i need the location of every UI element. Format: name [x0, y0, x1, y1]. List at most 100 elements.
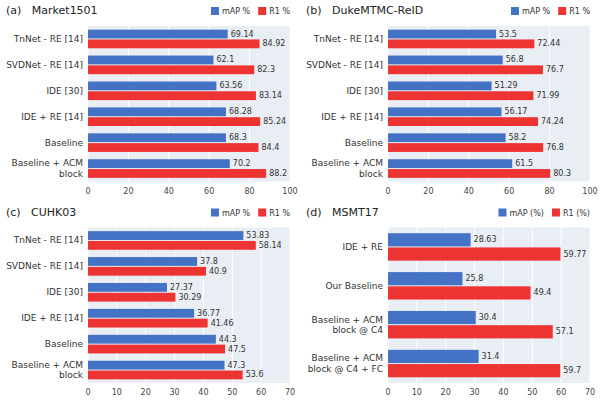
data-label: 44.3	[219, 335, 237, 344]
grid-line	[509, 26, 510, 182]
chart-root: (a) Market1501020406080100TnNet - RE [14…	[0, 0, 600, 403]
data-label: 51.29	[495, 81, 518, 90]
grid-line	[261, 228, 262, 384]
data-label: 49.4	[534, 288, 552, 297]
data-label: 58.14	[259, 241, 282, 250]
bar	[88, 267, 206, 276]
title: (d) MSMT17	[306, 206, 379, 219]
bar	[388, 325, 553, 338]
title: (b) DukeMTMC-ReID	[306, 4, 423, 17]
bar	[388, 169, 550, 178]
bar	[388, 233, 471, 246]
bar	[388, 91, 533, 100]
legend: mAP % R1 %	[211, 7, 290, 16]
data-label: 70.2	[233, 159, 251, 168]
grid-line	[174, 228, 175, 384]
legend-label: mAP (%)	[509, 209, 543, 218]
panel: (c) CUHK03010203040506070TnNet - RE [14]…	[6, 206, 295, 398]
data-label: 57.1	[556, 327, 574, 336]
category-label: IDE + RE [14]	[321, 112, 383, 122]
legend-item: R1 %	[258, 7, 290, 16]
legend-item: R1 %	[258, 209, 290, 218]
legend-item: mAP %	[511, 7, 551, 16]
bar	[388, 143, 543, 152]
data-label: 58.2	[509, 133, 527, 142]
legend-item: mAP %	[211, 7, 251, 16]
bar	[388, 159, 512, 168]
x-tick-label: 30	[169, 388, 179, 397]
bar	[88, 169, 266, 178]
bar	[388, 56, 503, 65]
grid-line	[209, 26, 210, 182]
data-label: 72.44	[537, 39, 560, 48]
grid-line	[128, 26, 129, 182]
category-label: IDE [30]	[346, 86, 383, 96]
bar	[388, 364, 560, 377]
data-label: 59.7	[563, 366, 581, 375]
bar	[388, 117, 538, 126]
category-label: IDE + RE [14]	[21, 112, 83, 122]
x-tick-label: 20	[141, 388, 151, 397]
category-label: SVDNet - RE [14]	[6, 60, 83, 70]
bar	[88, 345, 225, 354]
x-tick-label: 40	[464, 187, 474, 196]
category-label: Baseline + ACMblock	[312, 158, 384, 178]
x-tick-label: 0	[85, 388, 90, 397]
category-label: IDE + RE [14]	[21, 313, 83, 323]
bar	[388, 39, 534, 48]
grid-line	[428, 26, 429, 182]
data-label: 71.99	[536, 91, 559, 100]
bar	[88, 107, 226, 116]
bars	[88, 30, 266, 178]
bar	[88, 241, 256, 250]
legend-item: R1 %	[558, 7, 590, 16]
legend-swatch	[258, 209, 266, 217]
x-tick-label: 50	[527, 388, 537, 397]
x-tick-label: 0	[385, 187, 390, 196]
bar	[388, 30, 496, 39]
x-tick-label: 60	[556, 388, 566, 397]
data-label: 59.77	[563, 250, 586, 259]
bar	[88, 293, 175, 302]
data-label: 63.56	[219, 81, 242, 90]
data-label: 68.3	[229, 133, 247, 142]
x-tick-label: 40	[498, 388, 508, 397]
grid-line	[145, 228, 146, 384]
bar	[88, 231, 243, 240]
bar	[88, 65, 254, 74]
bar	[388, 286, 531, 299]
category-label: TnNet - RE [14]	[13, 235, 83, 245]
bar	[88, 143, 258, 152]
bar	[388, 81, 492, 90]
bar	[88, 91, 256, 100]
grid-line	[290, 228, 291, 384]
bar	[88, 319, 208, 328]
data-label: 88.2	[269, 169, 287, 178]
title: (c) CUHK03	[6, 206, 76, 219]
category-label: Baseline	[45, 339, 84, 349]
bar	[388, 107, 501, 116]
data-label: 80.3	[553, 169, 571, 178]
x-tick-label: 20	[423, 187, 433, 196]
data-label: 53.6	[246, 370, 264, 379]
x-tick-label: 80	[545, 187, 555, 196]
plot-background	[388, 26, 590, 182]
category-label: SVDNet - RE [14]	[6, 261, 83, 271]
category-label: SVDNet - RE [14]	[306, 60, 383, 70]
data-label: 74.24	[541, 117, 564, 126]
category-label: Baseline	[45, 138, 84, 148]
data-label: 68.28	[229, 107, 252, 116]
bar	[388, 65, 543, 74]
bar	[88, 309, 194, 318]
bar	[88, 30, 228, 39]
category-label: Baseline + ACMblock	[12, 360, 84, 380]
data-label: 83.14	[259, 91, 282, 100]
legend-swatch	[552, 209, 560, 217]
legend-label: R1 %	[269, 7, 290, 16]
legend-swatch	[211, 209, 219, 217]
x-tick-label: 40	[164, 187, 174, 196]
bar	[388, 350, 479, 363]
data-label: 85.24	[263, 117, 286, 126]
grid-line	[468, 26, 469, 182]
x-tick-label: 60	[204, 187, 214, 196]
